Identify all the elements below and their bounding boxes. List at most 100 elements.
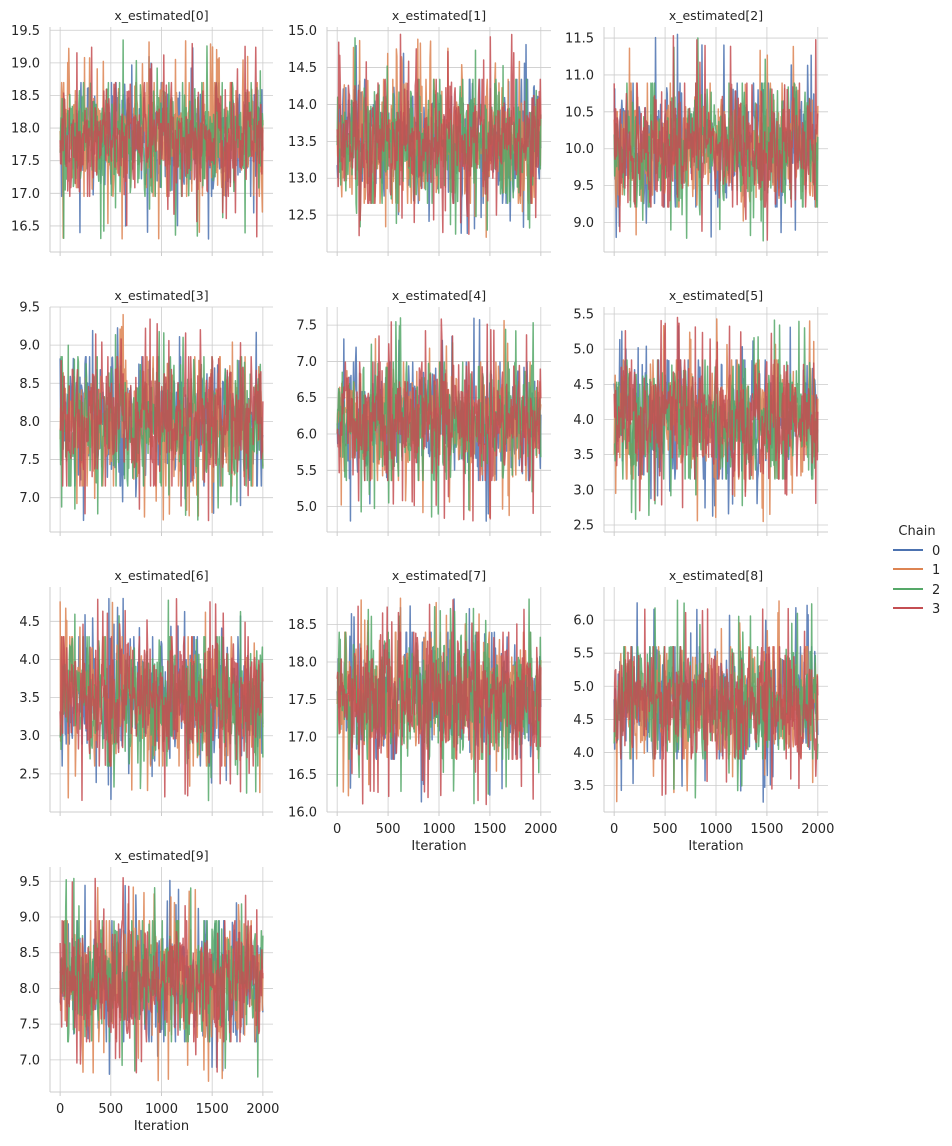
legend-label-2: 2 [932, 583, 940, 598]
y-tick-label: 3.0 [573, 483, 594, 498]
y-tick-label: 3.5 [573, 779, 594, 794]
subplot-title: x_estimated[3] [114, 288, 208, 303]
subplot-6: 2.5 3.0 3.5 4.0 4.5 x_estimated[6] [19, 568, 273, 816]
subplot-3: 7.0 7.5 8.0 8.5 9.0 9.5 x_estimated[3] [19, 288, 273, 536]
trace-chain-3 [336, 318, 542, 522]
legend-entry-1: 1 [893, 563, 940, 578]
subplot-title: x_estimated[9] [114, 848, 208, 863]
y-tick-label: 8.0 [19, 415, 40, 430]
x-tick-label: 2000 [524, 822, 557, 837]
y-tick-label: 4.0 [573, 413, 594, 428]
subplot-title: x_estimated[5] [669, 288, 763, 303]
y-tick-label: 13.0 [288, 172, 317, 187]
y-tick-label: 9.5 [573, 179, 594, 194]
trace-chain-3 [59, 42, 264, 238]
traces [59, 313, 264, 522]
y-tick-label: 14.0 [288, 98, 317, 113]
legend-label-1: 1 [932, 563, 940, 578]
y-tick-label: 3.0 [19, 729, 40, 744]
x-tick-label: 1000 [145, 1102, 178, 1117]
trace-chain-3 [613, 316, 819, 512]
y-tick-label: 7.0 [19, 1053, 40, 1068]
y-tick-label: 11.0 [565, 68, 594, 83]
x-tick-label: 500 [376, 822, 401, 837]
y-tick-label: 17.0 [11, 187, 40, 202]
y-tick-label: 18.5 [11, 89, 40, 104]
x-tick-label: 0 [56, 1102, 64, 1117]
traces [336, 317, 542, 522]
x-tick-label: 0 [610, 822, 618, 837]
trace-chain-2 [613, 319, 819, 520]
y-tick-label: 7.5 [19, 1018, 40, 1033]
trace-chain-3 [336, 599, 542, 806]
y-tick-label: 4.5 [573, 378, 594, 393]
subplot-2: 9.0 9.5 10.0 10.5 11.0 11.5 x_estimated[2] [565, 8, 828, 256]
x-tick-label: 2000 [801, 822, 834, 837]
x-tick-label: 1000 [422, 822, 455, 837]
traces [59, 876, 264, 1083]
x-tick-label: 1000 [699, 822, 732, 837]
legend-entry-0: 0 [893, 544, 940, 559]
x-tick-label: 2000 [246, 1102, 279, 1117]
y-tick-label: 7.5 [19, 453, 40, 468]
x-tick-label: 500 [98, 1102, 123, 1117]
subplot-4: 5.0 5.5 6.0 6.5 7.0 7.5 x_estimated[4] [296, 288, 551, 536]
y-tick-label: 5.5 [296, 464, 317, 479]
traces [613, 33, 819, 242]
trace-chain-3 [59, 876, 264, 1074]
y-tick-label: 18.5 [288, 618, 317, 633]
trace-chain-3 [613, 34, 819, 241]
subplot-9: 7.0 7.5 8.0 8.5 9.0 9.5 0 500 1000 1500 2000 x_esti… [19, 848, 279, 1134]
y-tick-label: 7.0 [19, 491, 40, 506]
y-tick-label: 13.5 [288, 135, 317, 150]
y-tick-label: 9.5 [19, 875, 40, 890]
subplot-0: 16.5 17.0 17.5 18.0 18.5 19.0 19.5 x_estimated[… [11, 8, 273, 256]
y-tick-label: 16.5 [288, 768, 317, 783]
subplot-1: 12.5 13.0 13.5 14.0 14.5 15.0 x_estimated[1] [288, 8, 551, 256]
subplot-title: x_estimated[7] [392, 568, 486, 583]
y-tick-label: 5.0 [296, 500, 317, 515]
y-tick-label: 17.5 [11, 154, 40, 169]
y-tick-label: 3.5 [19, 691, 40, 706]
y-tick-label: 11.5 [565, 32, 594, 47]
y-tick-label: 9.0 [19, 911, 40, 926]
y-tick-label: 4.0 [573, 746, 594, 761]
y-tick-label: 16.0 [288, 806, 317, 821]
y-tick-label: 18.0 [11, 122, 40, 137]
y-tick-label: 18.0 [288, 656, 317, 671]
y-tick-label: 12.5 [288, 209, 317, 224]
subplot-7: 16.0 16.5 17.0 17.5 18.0 18.5 0 500 1000 1500 2000… [288, 568, 557, 854]
legend-label-3: 3 [932, 602, 940, 617]
y-tick-label: 6.0 [573, 614, 594, 629]
legend-entry-3: 3 [893, 602, 940, 617]
subplot-title: x_estimated[6] [114, 568, 208, 583]
y-tick-label: 9.0 [19, 339, 40, 354]
y-tick-label: 9.5 [19, 301, 40, 316]
x-axis-label: Iteration [688, 839, 743, 854]
y-tick-label: 5.5 [573, 647, 594, 662]
y-tick-label: 8.5 [19, 377, 40, 392]
traces [613, 599, 819, 803]
x-tick-label: 500 [653, 822, 678, 837]
subplot-5: 2.5 3.0 3.5 4.0 4.5 5.0 5.5 x_estimated[5] [573, 288, 828, 536]
subplot-title: x_estimated[8] [669, 568, 763, 583]
trace-chain-3 [59, 597, 264, 802]
y-tick-label: 2.5 [573, 518, 594, 533]
traces [59, 39, 264, 240]
y-tick-label: 2.5 [19, 767, 40, 782]
subplot-title: x_estimated[1] [392, 8, 486, 23]
y-tick-label: 16.5 [11, 219, 40, 234]
y-tick-label: 4.5 [19, 615, 40, 630]
subplot-title: x_estimated[2] [669, 8, 763, 23]
traces [336, 33, 542, 238]
legend-entry-2: 2 [893, 583, 940, 598]
y-tick-label: 3.5 [573, 448, 594, 463]
traces [613, 316, 819, 523]
x-axis-label: Iteration [411, 839, 466, 854]
y-tick-label: 6.0 [296, 428, 317, 443]
y-tick-label: 8.5 [19, 946, 40, 961]
subplot-8: 3.5 4.0 4.5 5.0 5.5 6.0 0 500 1000 1500 2000 x_esti… [573, 568, 834, 854]
y-tick-label: 5.0 [573, 680, 594, 695]
trace-chain-3 [59, 318, 264, 522]
